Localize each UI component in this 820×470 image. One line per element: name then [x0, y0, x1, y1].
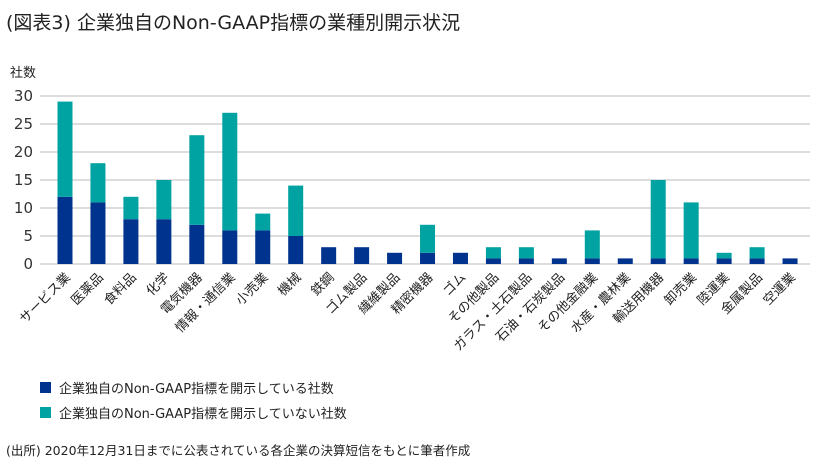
x-category-label: 化学	[143, 270, 173, 300]
bar-disclosed	[189, 224, 205, 264]
bar-disclosed	[255, 230, 271, 264]
y-tick-label: 5	[23, 227, 33, 245]
bar-not-disclosed	[189, 135, 205, 225]
x-category-label: 鉄鋼	[308, 270, 337, 299]
bar-disclosed	[518, 258, 534, 264]
source-note: (出所) 2020年12月31日までに公表されている各企業の決算短信をもとに筆者…	[6, 443, 471, 458]
bar-disclosed	[551, 258, 567, 264]
legend-item-disclosed: 企業独自のNon-GAAP指標を開示している社数	[40, 378, 334, 397]
bar-not-disclosed	[485, 247, 501, 259]
bar-not-disclosed	[518, 247, 534, 259]
bar-disclosed	[782, 258, 798, 264]
bar-disclosed	[584, 258, 600, 264]
bar-not-disclosed	[255, 213, 271, 231]
bar-not-disclosed	[90, 163, 106, 203]
y-tick-label: 20	[14, 143, 33, 161]
y-tick-label: 0	[23, 255, 33, 273]
y-tick-label: 15	[14, 171, 33, 189]
x-category-label: 機械	[276, 270, 305, 299]
bar-not-disclosed	[420, 224, 436, 253]
x-category-label: 卸売業	[661, 270, 700, 309]
bar-disclosed	[683, 258, 699, 264]
bar-not-disclosed	[222, 112, 238, 231]
y-tick-label: 10	[14, 199, 33, 217]
bar-disclosed	[617, 258, 633, 264]
legend-label-not-disclosed: 企業独自のNon-GAAP指標を開示していない社数	[59, 407, 347, 422]
bar-not-disclosed	[584, 230, 600, 259]
bar-not-disclosed	[57, 101, 73, 197]
legend-swatch-not-disclosed	[40, 407, 51, 418]
bar-disclosed	[57, 196, 73, 264]
x-category-label: ゴム	[440, 270, 470, 300]
bar-not-disclosed	[156, 180, 172, 220]
x-category-label: 空運業	[760, 270, 799, 309]
bar-disclosed	[716, 258, 732, 264]
bar-disclosed	[387, 252, 403, 264]
y-axis-label: 社数	[10, 66, 37, 81]
bar-not-disclosed	[123, 196, 139, 220]
bar-disclosed	[452, 252, 468, 264]
y-tick-label: 25	[14, 115, 33, 133]
x-category-label: 小売業	[233, 270, 272, 309]
bar-disclosed	[650, 258, 666, 264]
bar-disclosed	[90, 202, 106, 264]
x-category-label: 医薬品	[69, 270, 107, 308]
bar-disclosed	[321, 247, 337, 264]
x-category-label: サービス業	[17, 270, 74, 327]
bar-disclosed	[485, 258, 501, 264]
bar-not-disclosed	[288, 185, 304, 236]
x-category-label: 食料品	[101, 270, 140, 309]
bar-disclosed	[420, 252, 436, 264]
bar-disclosed	[123, 219, 139, 264]
legend-swatch-disclosed	[40, 382, 51, 393]
bar-not-disclosed	[650, 180, 666, 259]
bar-disclosed	[354, 247, 370, 264]
bar-disclosed	[749, 258, 765, 264]
legend-item-not-disclosed: 企業独自のNon-GAAP指標を開示していない社数	[40, 403, 347, 422]
bar-disclosed	[288, 236, 304, 264]
bar-not-disclosed	[683, 202, 699, 259]
bar-disclosed	[222, 230, 238, 264]
bar-not-disclosed	[716, 252, 732, 259]
bar-disclosed	[156, 219, 172, 264]
chart-title: (図表3) 企業独自のNon-GAAP指標の業種別開示状況	[6, 12, 461, 34]
y-tick-label: 30	[14, 87, 33, 105]
legend-label-disclosed: 企業独自のNon-GAAP指標を開示している社数	[59, 382, 334, 397]
bar-not-disclosed	[749, 247, 765, 259]
